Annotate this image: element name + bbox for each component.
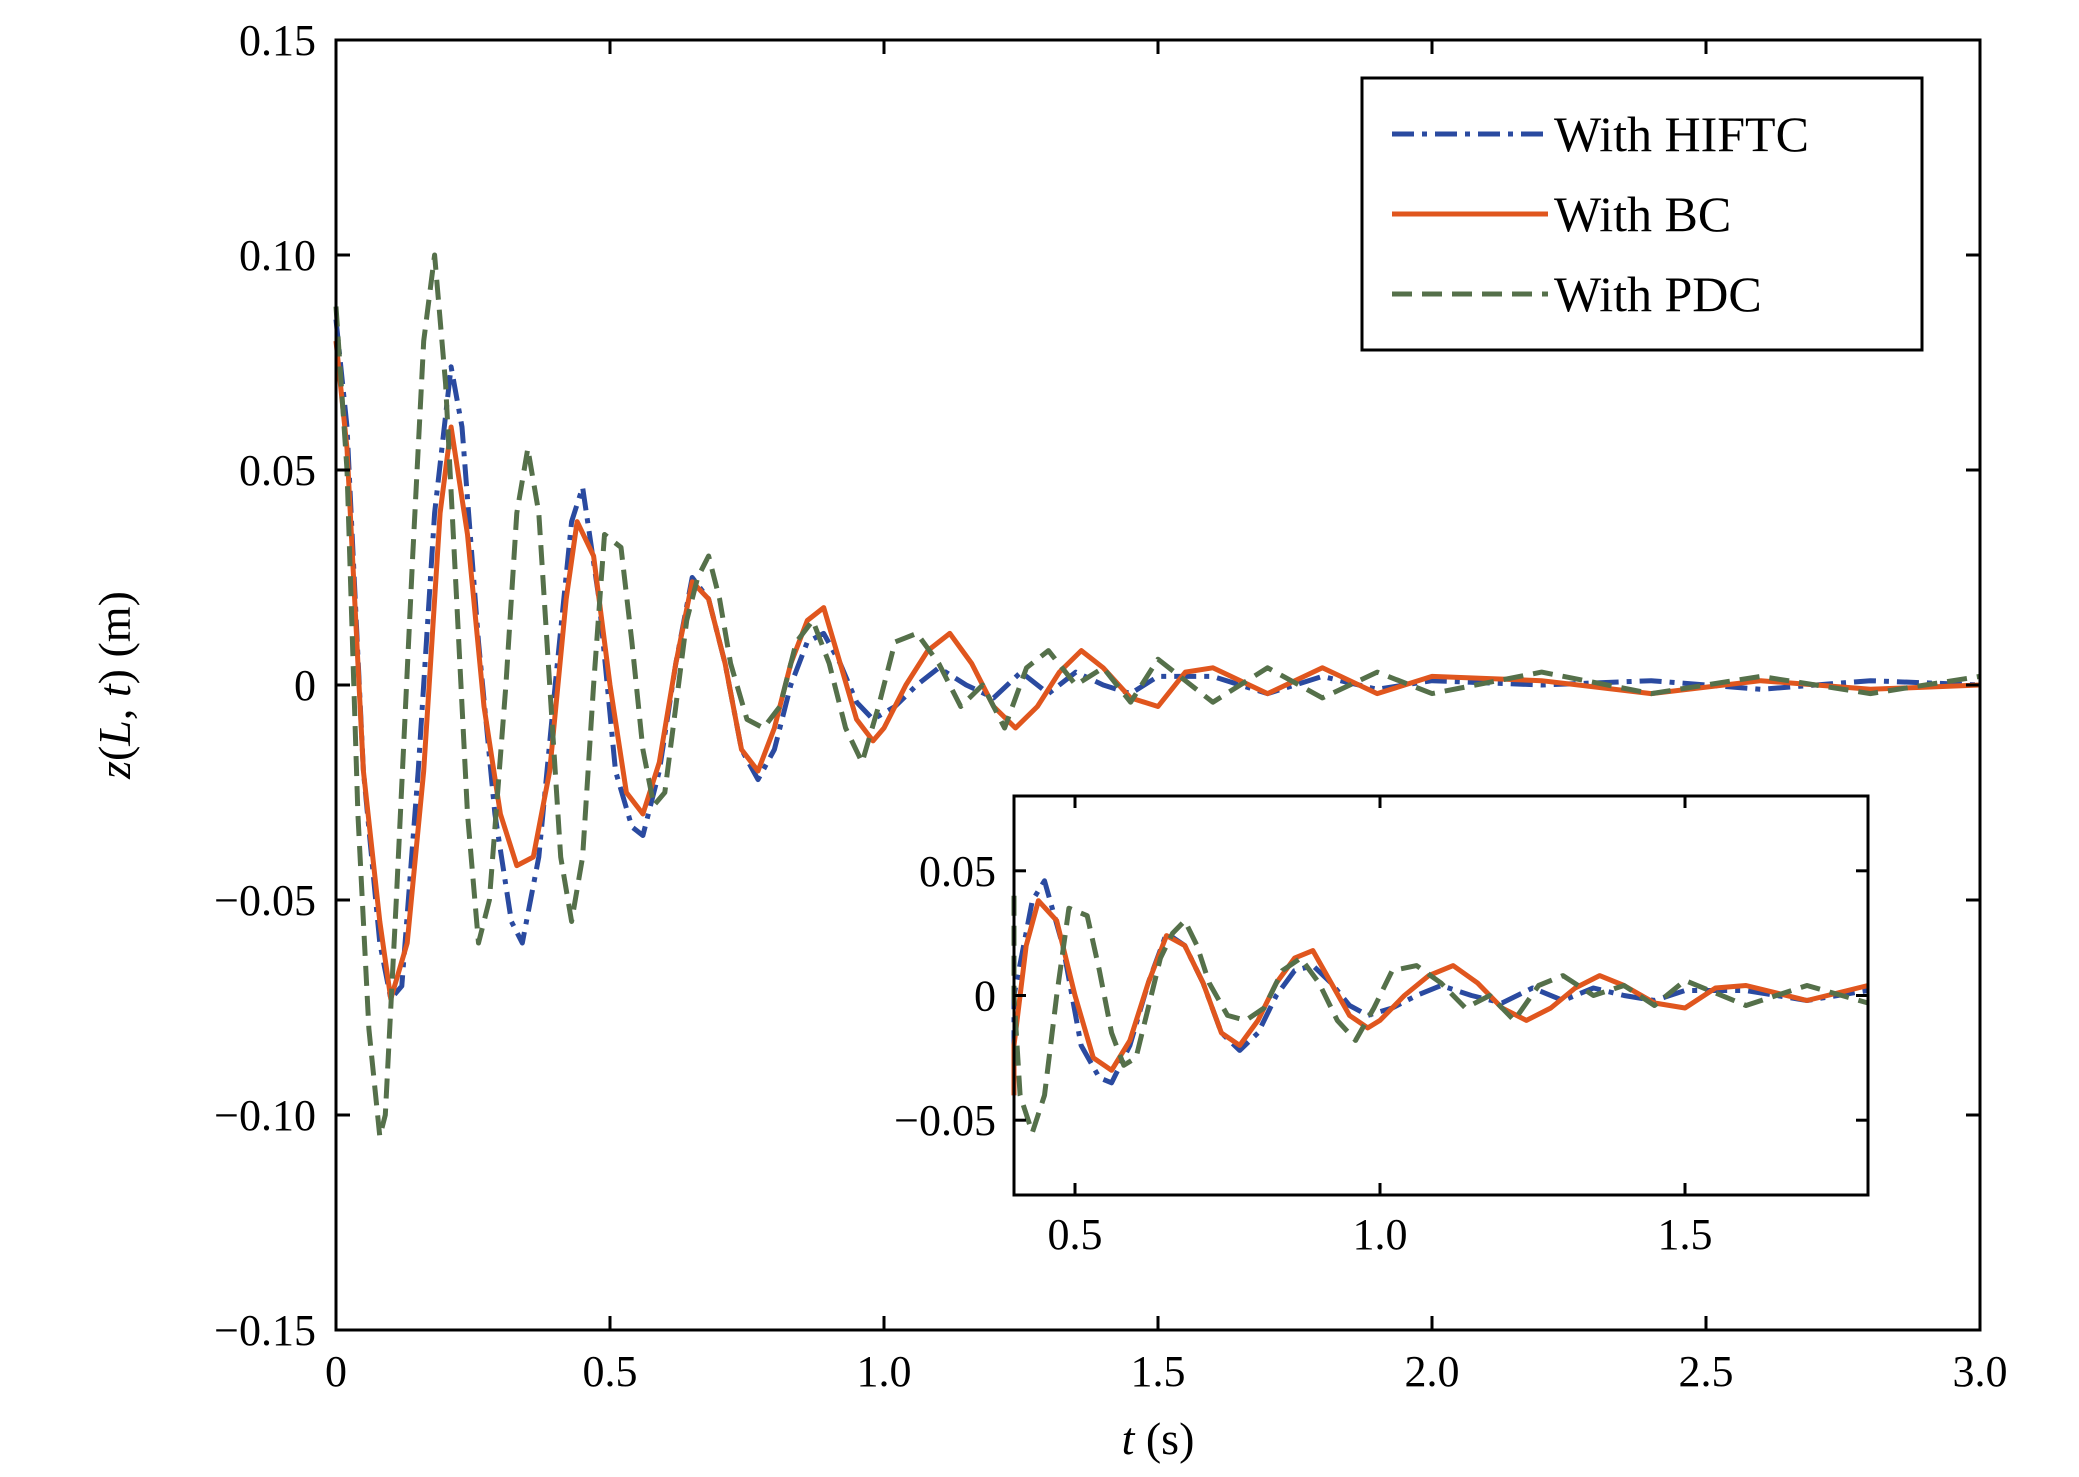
series-line-2 — [333, 252, 1981, 1139]
series-line-0 — [333, 319, 1981, 1002]
y-tick-label: −0.05 — [214, 876, 316, 925]
inset-x-tick-label: 1.5 — [1658, 1210, 1713, 1259]
main-plot: 0 0.5 1.0 1.5 2.0 2.5 3.0 −0.15 −0.10 −0.05 0 0.05… — [214, 16, 2007, 1396]
x-axis-var: t — [1122, 1413, 1136, 1464]
inset-x-tick-label: 0.5 — [1048, 1210, 1103, 1259]
y-axis-title: z(L, t) (m) — [89, 591, 140, 780]
x-axis-unit: (s) — [1134, 1413, 1194, 1464]
y-axis-part: ) (m) — [89, 591, 140, 684]
x-tick-label: 2.0 — [1405, 1347, 1460, 1396]
main-series-group — [333, 252, 1981, 1139]
x-tick-label: 1.5 — [1131, 1347, 1186, 1396]
main-ticks — [334, 38, 1982, 1332]
y-axis-part: ( — [89, 746, 140, 761]
legend-label-2: With PDC — [1554, 266, 1762, 322]
inset-y-tick-label: 0.05 — [919, 847, 996, 896]
x-tick-label: 1.0 — [857, 1347, 912, 1396]
inset-ticks — [1014, 796, 1868, 1195]
inset-y-tick-label: −0.05 — [894, 1096, 996, 1145]
y-tick-label: 0 — [294, 661, 316, 710]
legend-label-0: With HIFTC — [1554, 106, 1809, 162]
inset-y-tick-label: 0 — [974, 972, 996, 1021]
y-axis-part: L — [89, 720, 140, 747]
main-x-tick-labels: 0 0.5 1.0 1.5 2.0 2.5 3.0 — [325, 1347, 2008, 1396]
y-axis-part: , — [89, 697, 140, 720]
x-tick-label: 0 — [325, 1347, 347, 1396]
x-tick-label: 2.5 — [1679, 1347, 1734, 1396]
y-axis-part: t — [89, 683, 140, 697]
y-tick-label: −0.10 — [214, 1091, 316, 1140]
y-tick-label: −0.15 — [214, 1306, 316, 1355]
inset-series-group — [1011, 878, 1869, 1136]
legend-items: With HIFTC With BC With PDC — [1392, 106, 1809, 322]
y-axis-part: z — [89, 761, 140, 780]
legend: With HIFTC With BC With PDC — [1360, 76, 1924, 352]
inset-series-line-1 — [1011, 898, 1869, 1096]
x-tick-label: 0.5 — [583, 1347, 638, 1396]
y-tick-label: 0.15 — [239, 16, 316, 65]
y-tick-label: 0.10 — [239, 231, 316, 280]
inset-x-tick-label: 1.0 — [1353, 1210, 1408, 1259]
inset-plot: 0.5 1.0 1.5 −0.05 0 0.05 — [894, 794, 1870, 1259]
inset-series-line-2 — [1011, 895, 1869, 1136]
main-y-tick-labels: −0.15 −0.10 −0.05 0 0.05 0.10 0.15 — [214, 16, 316, 1355]
x-axis-title: t (s) — [1122, 1413, 1195, 1464]
legend-label-1: With BC — [1554, 186, 1731, 242]
inset-series-line-0 — [1011, 878, 1869, 1096]
y-tick-label: 0.05 — [239, 446, 316, 495]
inset-y-tick-labels: −0.05 0 0.05 — [894, 847, 996, 1145]
inset-x-tick-labels: 0.5 1.0 1.5 — [1048, 1210, 1713, 1259]
x-tick-label: 3.0 — [1953, 1347, 2008, 1396]
